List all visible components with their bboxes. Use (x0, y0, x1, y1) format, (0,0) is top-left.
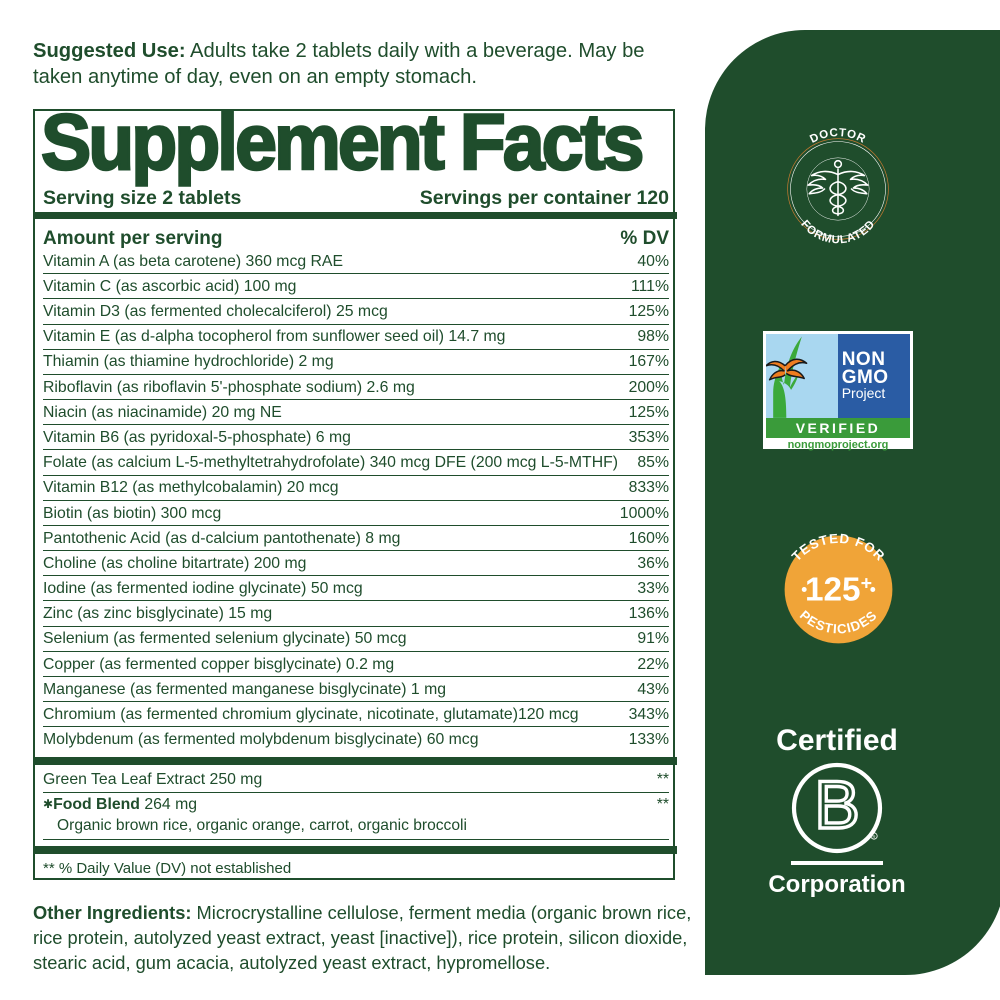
svg-text:DOCTOR: DOCTOR (808, 127, 868, 146)
svg-text:R: R (872, 834, 875, 839)
svg-text:B: B (814, 767, 859, 843)
svg-text:FORMULATED: FORMULATED (798, 218, 877, 246)
